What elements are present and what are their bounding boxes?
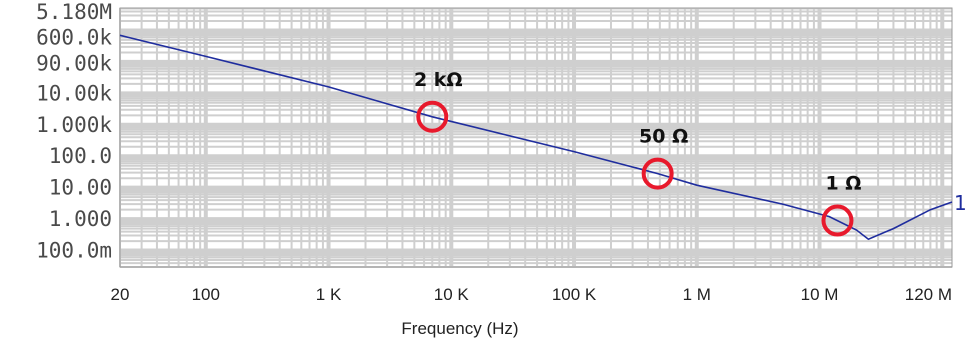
y-tick-label: 90.00k xyxy=(36,51,112,75)
y-tick-label: 1.000 xyxy=(49,207,112,231)
annotation-marker xyxy=(416,100,449,133)
plot-frame xyxy=(119,7,953,268)
annotation-label: 1 Ω xyxy=(825,173,861,195)
x-tick-label: 100 K xyxy=(552,285,597,304)
annotation-label: 2 kΩ xyxy=(414,69,463,91)
x-tick-label: 100 xyxy=(192,285,220,304)
x-tick-label: 10 M xyxy=(801,285,839,304)
x-axis-label: Frequency (Hz) xyxy=(401,319,518,338)
y-tick-label: 100.0m xyxy=(36,239,112,263)
x-axis-ticks: 20 100 1 K 10 K 100 K 1 M 10 M 120 M xyxy=(111,285,952,304)
y-tick-label: 10.00 xyxy=(49,176,112,200)
annotation-marker xyxy=(641,157,674,190)
y-tick-label: 600.0k xyxy=(36,25,112,49)
y-tick-label: 5.180M xyxy=(36,0,112,24)
y-tick-label: 10.00k xyxy=(36,81,112,105)
annotation-marker xyxy=(821,204,854,237)
series-line xyxy=(119,34,953,241)
series-label: 1 xyxy=(954,191,967,215)
x-tick-label: 120 M xyxy=(905,285,952,304)
annotations-layer: 2 kΩ 50 Ω 1 Ω xyxy=(414,69,861,237)
x-tick-label: 1 M xyxy=(683,285,711,304)
y-tick-label: 100.0 xyxy=(49,144,112,168)
annotation-label: 50 Ω xyxy=(639,126,688,148)
x-tick-label: 10 K xyxy=(434,285,470,304)
series-layer: 1 xyxy=(119,34,967,241)
x-tick-label: 20 xyxy=(111,285,130,304)
y-tick-label: 1.000k xyxy=(36,113,112,137)
x-tick-label: 1 K xyxy=(316,285,342,304)
